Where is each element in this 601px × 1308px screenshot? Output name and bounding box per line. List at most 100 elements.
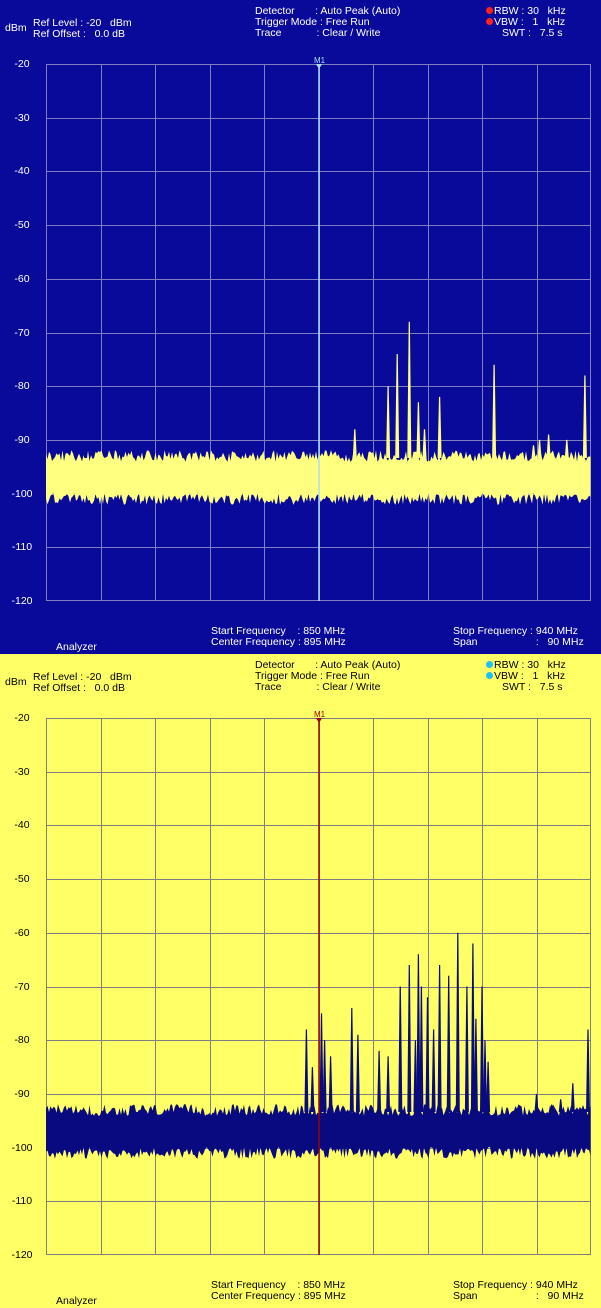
analyzer-panel-top: dBm Ref Level : -20 dBm Ref Offset : 0.0… [0, 0, 601, 654]
signal-peak [243, 458, 248, 473]
unit-label: dBm [5, 676, 27, 688]
vbw-value: VBW : 1 kHz [494, 16, 566, 28]
signal-peak [470, 943, 475, 1112]
y-tick-label: -70 [14, 326, 30, 339]
y-tick-label: -90 [14, 433, 30, 446]
mode-label: Analyzer [56, 1295, 97, 1307]
rbw-indicator-icon [486, 661, 493, 668]
vbw-value: VBW : 1 kHz [494, 670, 566, 682]
signal-peak [437, 965, 442, 1112]
trace-mode: Trace : Clear / Write [255, 27, 381, 39]
signal-peak [437, 396, 442, 458]
y-tick-label: -100 [11, 487, 33, 500]
signal-peak [446, 975, 451, 1112]
signal-peak [328, 1056, 333, 1112]
y-tick-label: -60 [14, 272, 30, 285]
stop-frequency: Stop Frequency : 940 MHz [453, 1279, 578, 1291]
signal-peak [537, 439, 542, 458]
center-frequency: Center Frequency : 895 MHz [211, 636, 346, 648]
ref-offset: Ref Offset : 0.0 dB [33, 28, 126, 40]
detector: Detector : Auto Peak (Auto) [255, 659, 401, 671]
signal-peak [473, 1018, 478, 1112]
start-frequency: Start Frequency : 850 MHz [211, 1279, 346, 1291]
y-tick-label: -20 [14, 712, 30, 724]
unit-label: dBm [5, 22, 27, 34]
spectrum-plot [46, 718, 591, 1255]
stop-frequency: Stop Frequency : 940 MHz [453, 625, 578, 637]
signal-peak [395, 354, 400, 458]
signal-peak [558, 1099, 563, 1112]
rbw-indicator-icon [486, 7, 493, 14]
signal-peak [422, 429, 427, 458]
start-frequency: Start Frequency : 850 MHz [211, 625, 346, 637]
analyzer-panel-bottom: dBm Ref Level : -20 dBm Ref Offset : 0.0… [0, 654, 601, 1308]
rbw-setting: RBW : 30 kHz [486, 660, 566, 671]
header-bar: dBm Ref Level : -20 dBm Ref Offset : 0.0… [0, 654, 601, 718]
vbw-indicator-icon [486, 18, 493, 25]
rbw-setting: RBW : 30 kHz [486, 6, 566, 17]
y-tick-label: -60 [14, 926, 30, 939]
signal-peak [322, 1040, 327, 1112]
signal-peak [425, 997, 430, 1112]
y-tick-label: -80 [14, 1034, 30, 1047]
span: Span : 90 MHz [453, 1290, 584, 1302]
signal-peak [455, 932, 460, 1112]
y-tick-label: -50 [14, 873, 30, 886]
signal-peak [386, 386, 391, 458]
signal-peak [549, 1104, 554, 1112]
trace-mode: Trace : Clear / Write [255, 681, 381, 693]
y-tick-label: -70 [14, 980, 30, 993]
y-tick-label: -40 [14, 165, 30, 178]
rbw-value: RBW : 30 kHz [494, 659, 566, 671]
ref-level: Ref Level : -20 dBm [33, 671, 132, 683]
signal-peak [304, 1029, 309, 1112]
signal-peak [419, 986, 424, 1112]
trigger-mode: Trigger Mode : Free Run [255, 670, 370, 682]
span: Span : 90 MHz [453, 636, 584, 648]
marker-triangle-icon[interactable] [316, 64, 322, 69]
spectrum-plot [46, 64, 591, 601]
signal-peak [431, 1029, 436, 1112]
signal-peak [534, 1093, 539, 1112]
signal-peak [480, 986, 484, 1112]
signal-peak [582, 375, 587, 458]
y-tick-label: -80 [14, 380, 30, 393]
signal-peak [492, 364, 497, 458]
signal-peak [483, 1040, 487, 1112]
signal-peak [407, 321, 412, 458]
vbw-setting: VBW : 1 kHz [486, 671, 565, 682]
vbw-indicator-icon [486, 672, 493, 679]
signal-peak [377, 1050, 382, 1112]
ref-offset: Ref Offset : 0.0 dB [33, 682, 126, 694]
signal-peak [413, 1040, 418, 1112]
signal-peak [355, 1034, 360, 1112]
y-tick-label: -30 [14, 111, 30, 124]
vbw-setting: VBW : 1 kHz [486, 17, 565, 28]
y-tick-label: -30 [14, 765, 30, 778]
rbw-value: RBW : 30 kHz [494, 5, 566, 17]
detector: Detector : Auto Peak (Auto) [255, 5, 401, 17]
signal-peak [310, 1067, 315, 1112]
signal-peak [407, 965, 412, 1112]
y-tick-label: -100 [11, 1141, 33, 1154]
signal-peak [464, 986, 469, 1112]
signal-peak [398, 986, 403, 1112]
signal-peak [352, 429, 357, 458]
trigger-mode: Trigger Mode : Free Run [255, 16, 370, 28]
footer-bar: Analyzer Start Frequency : 850 MHz Cente… [0, 1274, 601, 1308]
header-bar: dBm Ref Level : -20 dBm Ref Offset : 0.0… [0, 0, 601, 64]
footer-bar: Analyzer Start Frequency : 850 MHz Cente… [0, 620, 601, 654]
signal-peak [570, 1083, 575, 1112]
y-tick-label: -120 [11, 595, 33, 607]
y-tick-label: -110 [11, 541, 33, 554]
mode-label: Analyzer [56, 641, 97, 653]
ref-level: Ref Level : -20 dBm [33, 17, 132, 29]
signal-peak [386, 1056, 391, 1112]
marker-label: M1 [314, 56, 326, 65]
signal-peak [349, 1008, 354, 1112]
spectrum-trace-svg [46, 718, 591, 1255]
signal-peak [319, 1013, 324, 1112]
marker-triangle-icon[interactable] [316, 718, 322, 723]
spectrum-trace-svg [46, 64, 591, 601]
signal-peak [416, 954, 421, 1112]
